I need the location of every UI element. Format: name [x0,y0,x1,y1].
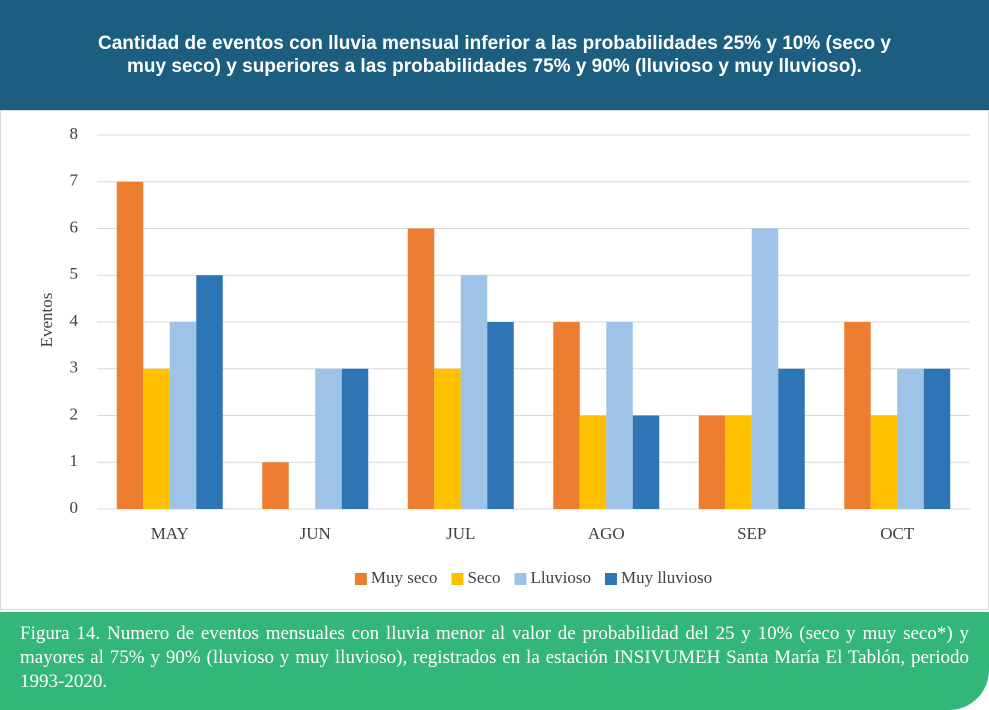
y-tick-label: 5 [70,264,79,283]
legend-label: Muy lluvioso [621,568,712,587]
bar [143,368,170,509]
x-tick-label: MAY [151,524,189,543]
bar [434,368,461,509]
x-tick-label: OCT [880,524,915,543]
chart-title: Cantidad de eventos con lluvia mensual i… [98,33,891,77]
y-tick-label: 4 [70,311,79,330]
x-tick-label: JUN [300,524,331,543]
bar [341,368,369,509]
bar [897,368,924,509]
legend-swatch [354,573,367,585]
y-axis-label: Eventos [37,293,56,348]
bar [196,275,223,509]
bar [315,368,342,509]
y-tick-label: 6 [70,217,79,236]
legend-swatch [604,573,617,585]
bar [553,322,580,509]
bar [579,415,607,509]
bar [460,275,488,509]
caption: Figura 14. Numero de eventos mensuales c… [20,623,969,692]
bar [169,322,197,509]
bar [487,322,514,509]
bar [262,462,289,509]
bar [778,368,805,509]
y-tick-label: 3 [70,358,79,377]
bar [116,181,144,509]
y-tick-label: 0 [70,498,79,517]
legend-label: Lluvioso [531,568,591,587]
bar [844,322,871,509]
caption-box: Figura 14. Numero de eventos mensuales c… [0,612,989,710]
x-tick-label: JUL [446,524,475,543]
legend-swatch [514,573,527,585]
bar [725,415,752,509]
bar [407,228,435,509]
bar [698,415,726,509]
legend-label: Seco [467,568,500,587]
legend-swatch [451,573,464,585]
bar [923,368,951,509]
y-tick-label: 2 [70,404,79,423]
bar [606,322,633,509]
legend-label: Muy seco [371,568,438,587]
bar [870,415,898,509]
bar [632,415,660,509]
y-tick-label: 1 [70,451,79,470]
title-banner: Cantidad de eventos con lluvia mensual i… [0,0,989,110]
chart: Eventos 0 1 2 3 4 5 6 7 8 MAY JUN JUL AGO SEP OCT Muy s… [0,110,989,610]
y-tick-label: 7 [70,171,79,190]
x-tick-label: AGO [588,524,625,543]
bar [751,228,779,509]
y-tick-label: 8 [70,124,79,143]
x-tick-label: SEP [737,524,766,543]
